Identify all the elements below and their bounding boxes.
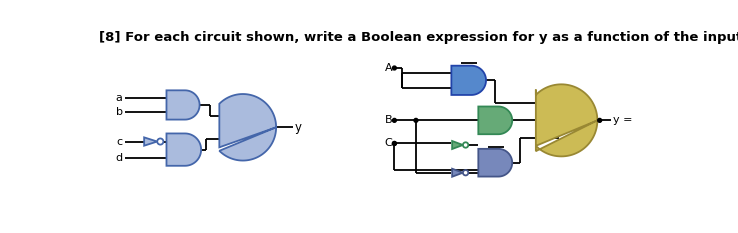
Polygon shape bbox=[478, 106, 512, 134]
Polygon shape bbox=[536, 84, 597, 156]
Polygon shape bbox=[219, 94, 276, 161]
Text: [8] For each circuit shown, write a Boolean expression for y as a function of th: [8] For each circuit shown, write a Bool… bbox=[99, 31, 738, 44]
Polygon shape bbox=[478, 149, 512, 177]
Circle shape bbox=[463, 142, 469, 148]
Circle shape bbox=[393, 141, 396, 145]
Circle shape bbox=[393, 66, 396, 70]
Polygon shape bbox=[452, 169, 463, 177]
Polygon shape bbox=[144, 137, 157, 146]
Text: A: A bbox=[384, 63, 392, 73]
Circle shape bbox=[157, 138, 163, 145]
Text: y =: y = bbox=[613, 115, 632, 125]
Circle shape bbox=[463, 170, 469, 175]
Text: c: c bbox=[117, 137, 123, 147]
Circle shape bbox=[598, 118, 601, 122]
Text: B: B bbox=[384, 115, 392, 125]
Polygon shape bbox=[452, 141, 463, 149]
Circle shape bbox=[414, 118, 418, 122]
Text: y: y bbox=[294, 121, 302, 134]
Text: C: C bbox=[384, 138, 392, 148]
Circle shape bbox=[393, 118, 396, 122]
Circle shape bbox=[393, 141, 396, 145]
Polygon shape bbox=[167, 134, 201, 166]
Text: d: d bbox=[115, 153, 123, 163]
Text: b: b bbox=[116, 107, 123, 117]
Polygon shape bbox=[167, 90, 199, 120]
Text: a: a bbox=[116, 93, 123, 103]
Polygon shape bbox=[452, 66, 486, 95]
